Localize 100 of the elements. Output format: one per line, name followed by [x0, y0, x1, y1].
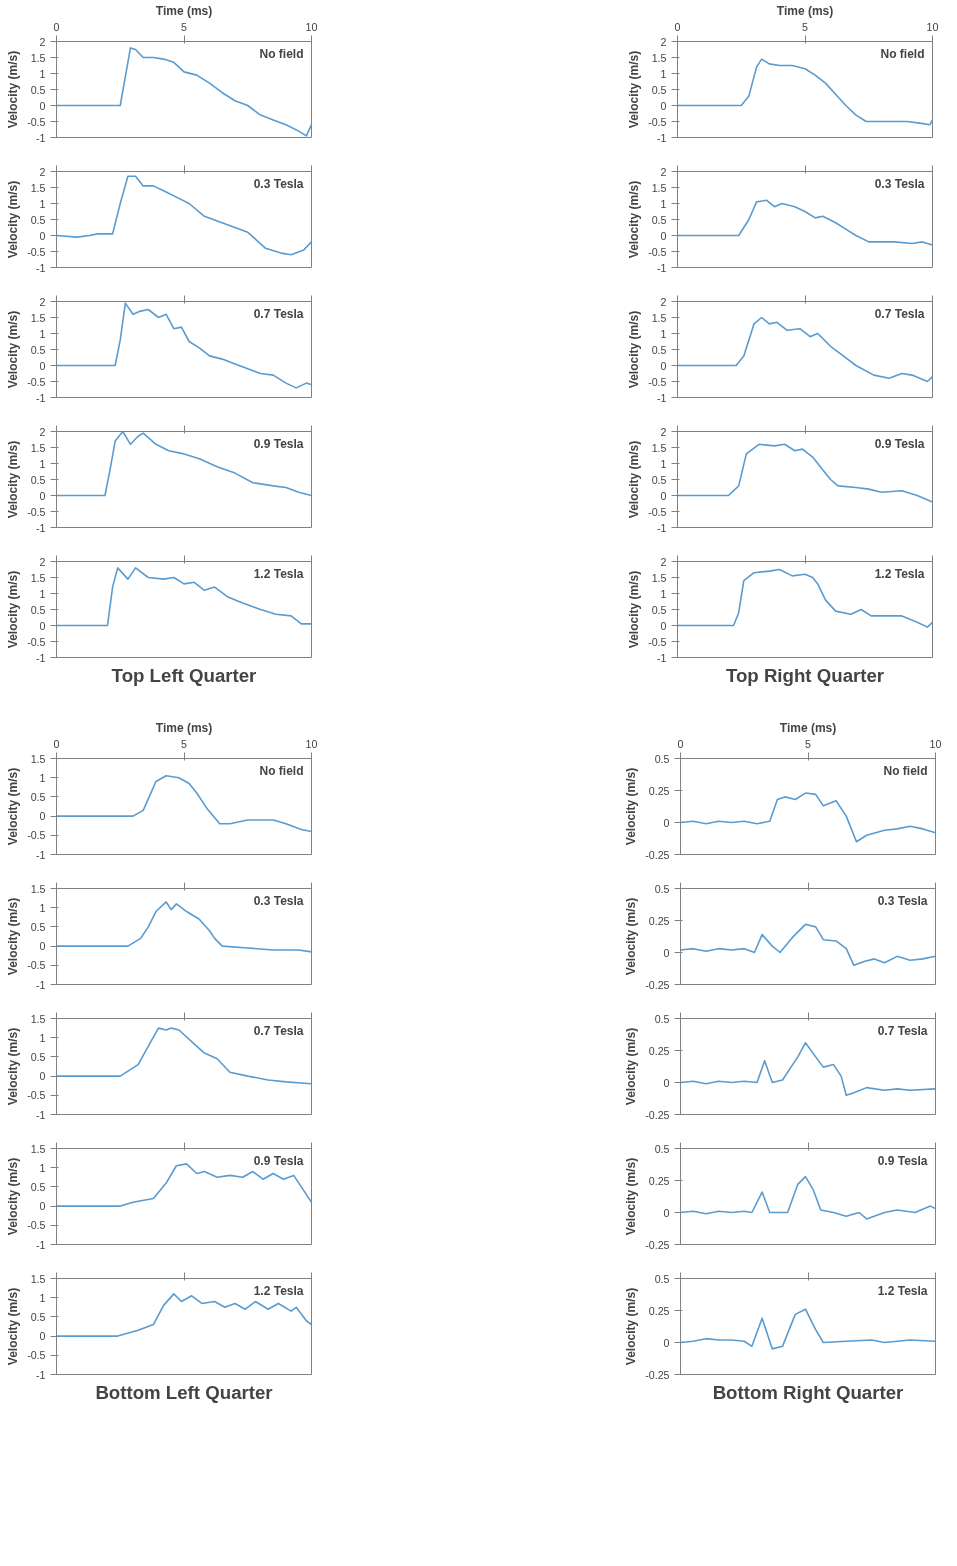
- y-tick-label: 0.5: [30, 1310, 46, 1323]
- annotation: 0.3 Tesla: [253, 176, 304, 191]
- y-tick-label: 2: [39, 35, 46, 48]
- y-tick-label: 2: [39, 425, 46, 438]
- annotation: 0.3 Tesla: [253, 893, 304, 908]
- y-tick-label: 0: [663, 946, 670, 959]
- y-tick-label: 1.5: [30, 1142, 46, 1155]
- y-tick-label: -0.5: [27, 1089, 46, 1102]
- y-tick-label: 1.5: [30, 882, 46, 895]
- y-axis-title: Velocity (m/s): [624, 897, 639, 976]
- y-axis-title: Velocity (m/s): [627, 310, 642, 389]
- annotation: No field: [880, 46, 925, 61]
- y-tick-label: 1.5: [30, 571, 46, 584]
- y-tick-label: -0.5: [27, 505, 46, 518]
- y-tick-label: 2: [660, 295, 667, 308]
- y-tick-label: 1.5: [30, 311, 46, 324]
- y-tick-label: 2: [660, 555, 667, 568]
- annotation: 1.2 Tesla: [874, 566, 925, 581]
- y-tick-label: 0: [660, 489, 667, 502]
- y-tick-label: 0: [660, 229, 667, 242]
- y-tick-label: 0: [39, 99, 46, 112]
- y-axis-title: Velocity (m/s): [6, 50, 21, 129]
- y-tick-label: -1: [36, 1368, 46, 1381]
- y-axis-title: Velocity (m/s): [6, 440, 21, 519]
- y-tick-label: -1: [36, 978, 46, 991]
- y-tick-label: 0: [660, 359, 667, 372]
- y-tick-label: 1: [660, 67, 667, 80]
- y-tick-label: 0: [39, 1070, 46, 1083]
- y-tick-label: -0.5: [27, 115, 46, 128]
- y-tick-label: -0.5: [27, 635, 46, 648]
- y-tick-label: 1.5: [30, 441, 46, 454]
- y-tick-label: 1: [660, 587, 667, 600]
- y-tick-label: 0: [39, 1200, 46, 1213]
- y-tick-label: -0.5: [648, 505, 667, 518]
- y-tick-label: -0.5: [648, 245, 667, 258]
- y-tick-label: -1: [36, 848, 46, 861]
- y-tick-label: 0.5: [654, 1012, 670, 1025]
- y-tick-label: -1: [657, 521, 667, 534]
- y-tick-label: 0: [39, 810, 46, 823]
- y-tick-label: 1: [39, 1161, 46, 1174]
- y-tick-label: 0.5: [654, 752, 670, 765]
- y-tick-label: 1: [39, 1031, 46, 1044]
- y-tick-label: 1.5: [651, 571, 667, 584]
- y-tick-label: 0: [39, 619, 46, 632]
- y-tick-label: -1: [36, 391, 46, 404]
- line-series: [56, 47, 312, 137]
- y-tick-label: -1: [657, 261, 667, 274]
- y-axis-title: Velocity (m/s): [624, 1027, 639, 1106]
- y-tick-label: -0.5: [648, 115, 667, 128]
- y-axis-title: Velocity (m/s): [624, 1157, 639, 1236]
- y-tick-label: 0.5: [30, 1180, 46, 1193]
- y-tick-label: 1: [39, 901, 46, 914]
- y-tick-label: -1: [36, 131, 46, 144]
- y-tick-label: 0: [39, 359, 46, 372]
- x-tick-label: 0: [677, 737, 684, 750]
- y-tick-label: 0: [660, 619, 667, 632]
- x-axis-title: Time (ms): [779, 720, 837, 735]
- y-tick-label: 0.25: [648, 1174, 670, 1187]
- y-tick-label: 0.5: [651, 83, 667, 96]
- line-series: [680, 1308, 936, 1350]
- y-tick-label: 1.5: [651, 311, 667, 324]
- y-tick-label: 0.5: [30, 473, 46, 486]
- y-tick-label: 0: [663, 1076, 670, 1089]
- y-tick-label: -0.5: [27, 245, 46, 258]
- y-tick-label: -0.5: [27, 829, 46, 842]
- y-tick-label: -0.25: [645, 978, 670, 991]
- x-tick-label: 5: [802, 20, 809, 33]
- x-tick-label: 10: [929, 737, 942, 750]
- y-tick-label: -0.5: [648, 635, 667, 648]
- y-tick-label: 0.5: [30, 790, 46, 803]
- y-tick-label: 0.5: [30, 603, 46, 616]
- x-tick-label: 5: [181, 737, 188, 750]
- y-axis-title: Velocity (m/s): [6, 570, 21, 649]
- y-tick-label: 2: [39, 165, 46, 178]
- y-tick-label: 1: [660, 457, 667, 470]
- annotation: 0.7 Tesla: [874, 306, 925, 321]
- y-tick-label: 1: [660, 197, 667, 210]
- y-axis-title: Velocity (m/s): [6, 310, 21, 389]
- y-axis-title: Velocity (m/s): [6, 1287, 21, 1366]
- line-series: [56, 1027, 312, 1085]
- x-tick-label: 0: [53, 737, 60, 750]
- y-tick-label: 1: [39, 587, 46, 600]
- y-tick-label: -1: [36, 1108, 46, 1121]
- y-axis-title: Velocity (m/s): [6, 1027, 21, 1106]
- y-tick-label: -1: [657, 131, 667, 144]
- y-tick-label: 1.5: [30, 1272, 46, 1285]
- line-series: [56, 567, 312, 627]
- y-tick-label: -1: [657, 651, 667, 664]
- x-tick-label: 5: [181, 20, 188, 33]
- y-axis-title: Velocity (m/s): [627, 180, 642, 259]
- x-tick-label: 0: [53, 20, 60, 33]
- x-axis-title: Time (ms): [776, 3, 834, 18]
- x-tick-label: 10: [305, 737, 318, 750]
- y-tick-label: 1.5: [651, 441, 667, 454]
- y-tick-label: 0.5: [651, 603, 667, 616]
- y-tick-label: 0.25: [648, 1304, 670, 1317]
- y-axis-title: Velocity (m/s): [624, 767, 639, 846]
- y-tick-label: 0: [39, 1330, 46, 1343]
- y-tick-label: 1.5: [30, 51, 46, 64]
- y-tick-label: -0.25: [645, 848, 670, 861]
